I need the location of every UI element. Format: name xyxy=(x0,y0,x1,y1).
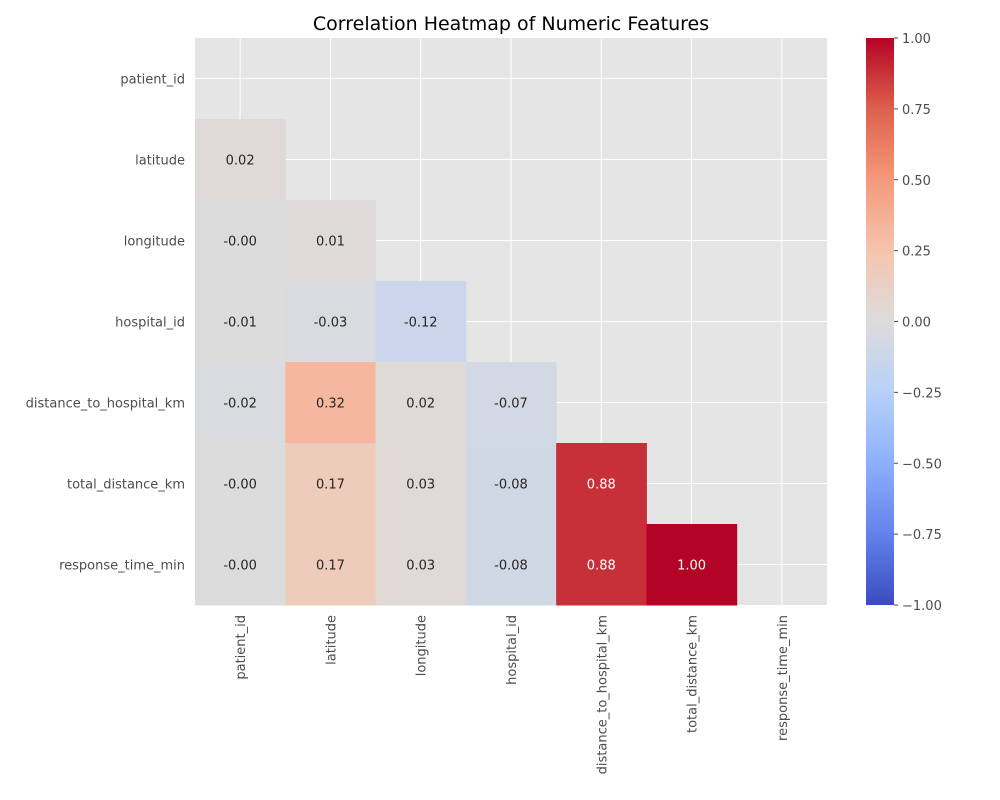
y-tick-label: total_distance_km xyxy=(67,478,185,493)
heatmap-cell-response_time_min-hospital_id xyxy=(465,524,557,606)
cell-value-label: -0.00 xyxy=(223,478,257,493)
chart-title: Correlation Heatmap of Numeric Features xyxy=(313,13,709,35)
cell-value-label: 0.01 xyxy=(316,235,345,250)
colorbar-tick-label: 1.00 xyxy=(902,32,931,47)
cell-value-label: 0.88 xyxy=(587,559,616,574)
cell-value-label: 0.02 xyxy=(226,154,255,169)
colorbar-ticks: −1.00 −0.75 −0.50 −0.25 0.00 0.25 0.50 0.75 1.00 xyxy=(894,32,942,614)
x-tick-label: distance_to_hospital_km xyxy=(595,615,610,774)
cell-value-label: 0.02 xyxy=(406,397,435,412)
heatmap-cell-total_distance_km-latitude xyxy=(285,443,377,525)
cell-value-label: -0.00 xyxy=(223,235,257,250)
y-tick-label: latitude xyxy=(135,154,185,169)
heatmap-cell-hospital_id-longitude xyxy=(375,281,467,363)
heatmap-cell-total_distance_km-patient_id xyxy=(195,443,286,525)
heatmap-cell-distance_to_hospital_km-patient_id xyxy=(195,362,286,444)
cell-value-label: 0.17 xyxy=(316,559,345,574)
x-tick-label: longitude xyxy=(415,615,430,676)
y-tick-label: distance_to_hospital_km xyxy=(26,397,185,412)
cell-value-label: 0.03 xyxy=(406,478,435,493)
heatmap-cell-response_time_min-latitude xyxy=(285,524,377,606)
colorbar-tick-label: 0.00 xyxy=(902,316,931,331)
heatmap-cell-response_time_min-patient_id xyxy=(195,524,286,606)
x-tick-labels: patient_id latitude longitude hospital_id di… xyxy=(234,615,791,774)
cell-value-label: -0.08 xyxy=(494,559,528,574)
x-tick-label: hospital_id xyxy=(505,615,520,685)
colorbar-tick-label: 0.25 xyxy=(902,245,931,260)
colorbar-tick-label: 0.75 xyxy=(902,103,931,118)
cell-value-label: 0.88 xyxy=(587,478,616,493)
y-tick-label: response_time_min xyxy=(59,559,185,574)
x-tick-label: patient_id xyxy=(234,615,249,680)
colorbar-tick-label: −1.00 xyxy=(902,599,942,614)
heatmap-cell-total_distance_km-hospital_id xyxy=(465,443,557,525)
cell-value-label: -0.08 xyxy=(494,478,528,493)
heatmap-cell-response_time_min-longitude xyxy=(375,524,467,606)
heatmap-cell-distance_to_hospital_km-longitude xyxy=(375,362,467,444)
y-tick-label: patient_id xyxy=(120,73,185,88)
heatmap-cell-distance_to_hospital_km-hospital_id xyxy=(465,362,557,444)
cell-value-label: 0.17 xyxy=(316,478,345,493)
heatmap-cells xyxy=(195,119,738,606)
x-tick-label: total_distance_km xyxy=(686,615,701,733)
heatmap-cell-latitude-patient_id xyxy=(195,119,286,201)
y-tick-label: hospital_id xyxy=(115,316,185,331)
heatmap-cell-distance_to_hospital_km-latitude xyxy=(285,362,377,444)
colorbar-tick-label: −0.75 xyxy=(902,528,942,543)
cell-value-label: -0.00 xyxy=(223,559,257,574)
heatmap-cell-longitude-patient_id xyxy=(195,200,286,282)
cell-value-label: -0.12 xyxy=(404,316,438,331)
colorbar-tick-label: −0.25 xyxy=(902,386,942,401)
x-tick-label: latitude xyxy=(324,615,339,665)
heatmap-cell-total_distance_km-longitude xyxy=(375,443,467,525)
x-tick-label: response_time_min xyxy=(776,615,791,741)
colorbar xyxy=(866,38,894,605)
heatmap-cell-hospital_id-patient_id xyxy=(195,281,286,363)
heatmap-cell-hospital_id-latitude xyxy=(285,281,377,363)
heatmap-cell-total_distance_km-distance_to_hospital_km xyxy=(556,443,647,525)
cell-labels: 0.02 -0.00 0.01 -0.01 -0.03 -0.12 -0.02 0.32 0.0… xyxy=(223,154,706,574)
y-tick-label: longitude xyxy=(124,235,185,250)
cell-value-label: -0.02 xyxy=(223,397,257,412)
colorbar-tick-label: 0.50 xyxy=(902,174,931,189)
colorbar-tick-label: −0.50 xyxy=(902,457,942,472)
cell-value-label: -0.01 xyxy=(223,316,257,331)
heatmap-cell-response_time_min-distance_to_hospital_km xyxy=(556,524,647,606)
cell-value-label: -0.03 xyxy=(314,316,348,331)
heatmap-cell-response_time_min-total_distance_km xyxy=(646,524,738,606)
cell-value-label: 1.00 xyxy=(677,559,706,574)
y-tick-labels: patient_id latitude longitude hospital_iddi… xyxy=(26,73,185,574)
heatmap-cell-longitude-latitude xyxy=(285,200,377,282)
cell-value-label: 0.32 xyxy=(316,397,345,412)
cell-value-label: 0.03 xyxy=(406,559,435,574)
cell-value-label: -0.07 xyxy=(494,397,528,412)
